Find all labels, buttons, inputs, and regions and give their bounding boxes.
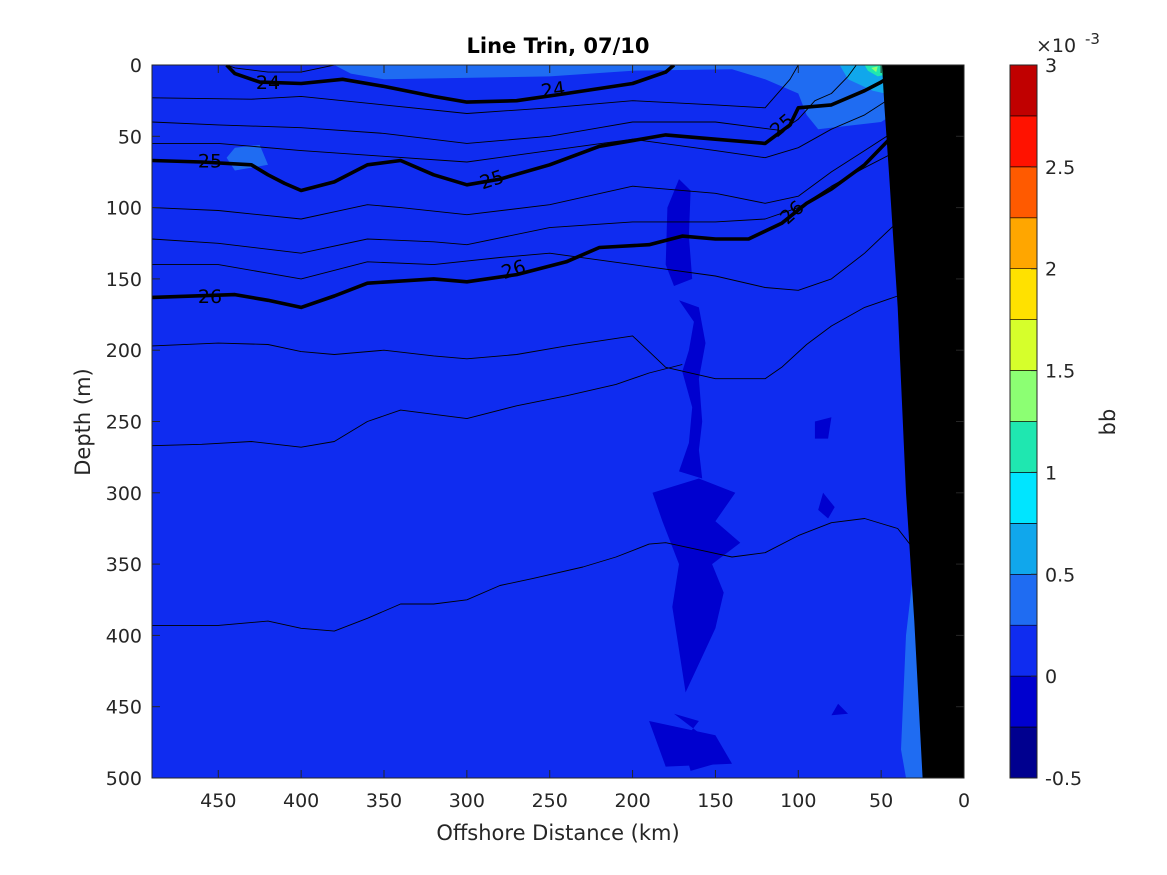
contour-label-0: 24 — [256, 72, 280, 94]
colorbar-frame — [1009, 64, 1038, 779]
colorbar: 3 2.5 2 1.5 1 0.5 0 -0.5 — [1009, 55, 1082, 790]
contour-line-thin-6 — [152, 65, 857, 144]
colorbar-swatch-11 — [1009, 166, 1038, 219]
colorbar-exponent-base: ×10 — [1036, 35, 1076, 57]
y-tick-label-6: 300 — [106, 483, 142, 505]
colorbar-swatch-0 — [1009, 726, 1038, 779]
filled-region-4 — [649, 721, 732, 767]
colorbar-swatch-1 — [1009, 675, 1038, 728]
filled-region-7 — [831, 703, 848, 716]
x-tick-label-4: 250 — [532, 790, 568, 812]
contour-line-thin-4 — [226, 65, 335, 73]
colorbar-swatch-5 — [1009, 472, 1038, 524]
contour-line-thin-8 — [152, 124, 964, 220]
colorbar-label: bb — [1096, 409, 1120, 436]
colorbar-swatch-6 — [1009, 421, 1038, 473]
colorbar-swatch-13 — [1009, 64, 1038, 117]
colorbar-swatch-4 — [1009, 523, 1038, 575]
bathymetry-layer — [882, 65, 964, 778]
contour-line-thin-12 — [152, 364, 683, 448]
x-tick-label-0: 450 — [200, 790, 236, 812]
contour-line-thin-10 — [152, 207, 964, 291]
filled-region-2 — [652, 478, 741, 693]
colorbar-swatch-9 — [1009, 268, 1038, 320]
contour-line-25-2 — [152, 65, 916, 193]
y-tick-label-2: 100 — [106, 198, 142, 220]
colorbar-swatch-12 — [1009, 115, 1038, 168]
contour-label-text-0: 24 — [256, 72, 280, 94]
colorbar-tick-label-7: -0.5 — [1045, 768, 1082, 790]
colorbar-tick-label-1: 2.5 — [1045, 157, 1075, 179]
colorbar-swatch-2 — [1009, 624, 1038, 677]
x-axis-label: Offshore Distance (km) — [436, 821, 679, 845]
colorbar-tick-label-5: 0.5 — [1045, 564, 1075, 586]
colorbar-swatch-3 — [1009, 573, 1038, 626]
colorbar-tick-label-6: 0 — [1045, 666, 1057, 688]
y-axis: 0 50 100 150 200 250 300 350 400 450 500 — [106, 55, 964, 790]
plot-background — [152, 65, 964, 778]
x-tick-label-9: 0 — [958, 790, 970, 812]
y-tick-label-0: 0 — [130, 55, 142, 77]
seafloor-mask — [882, 65, 964, 778]
contour-line-thin-11 — [152, 285, 923, 380]
colorbar-swatch-8 — [1009, 319, 1038, 371]
colorbar-tick-label-2: 2 — [1045, 259, 1057, 281]
x-tick-label-1: 400 — [283, 790, 319, 812]
x-tick-label-6: 150 — [697, 790, 733, 812]
contour-line-24-0 — [225, 65, 676, 104]
x-tick-label-8: 50 — [869, 790, 893, 812]
y-tick-label-4: 200 — [106, 340, 142, 362]
y-tick-label-10: 500 — [106, 768, 142, 790]
colorbar-tick-label-0: 3 — [1045, 55, 1057, 77]
contour-label-5: 26 — [198, 286, 222, 308]
filled-region-16 — [871, 66, 878, 73]
x-tick-label-3: 300 — [449, 790, 485, 812]
filled-region-6 — [818, 492, 835, 519]
chart-title: Line Trin, 07/10 — [466, 34, 649, 58]
x-tick-label-7: 100 — [780, 790, 816, 812]
filled-region-1 — [679, 300, 706, 479]
y-axis-label: Depth (m) — [71, 368, 95, 475]
contour-label-2: 25 — [198, 151, 222, 173]
contour-label-text-2: 25 — [198, 151, 222, 173]
contour-line-thin-13 — [152, 518, 923, 632]
colorbar-swatch-10 — [1009, 217, 1038, 270]
x-tick-label-5: 200 — [614, 790, 650, 812]
y-tick-label-5: 250 — [106, 412, 142, 434]
x-tick-label-2: 350 — [366, 790, 402, 812]
colorbar-tick-label-4: 1 — [1045, 462, 1057, 484]
contour-label-text-1: 24 — [540, 78, 567, 103]
filled-region-5 — [814, 417, 832, 439]
colorbar-exponent: ×10 -3 — [1036, 30, 1100, 57]
y-tick-label-1: 50 — [118, 126, 142, 148]
x-axis: 450 400 350 300 250 200 150 100 50 0 — [200, 65, 970, 812]
contour-label-1: 24 — [540, 78, 567, 103]
filled-region-0 — [665, 179, 693, 286]
contour-line-thin-5 — [152, 65, 799, 114]
contour-label-text-5: 26 — [198, 286, 222, 308]
colorbar-tick-label-3: 1.5 — [1045, 361, 1075, 383]
y-tick-label-7: 350 — [106, 554, 142, 576]
colorbar-swatch-7 — [1009, 370, 1038, 422]
contour-line-thin-9 — [152, 144, 964, 254]
y-tick-label-8: 400 — [106, 625, 142, 647]
y-tick-label-3: 150 — [106, 269, 142, 291]
colorbar-exponent-power: -3 — [1085, 30, 1100, 48]
y-tick-label-9: 450 — [106, 697, 142, 719]
